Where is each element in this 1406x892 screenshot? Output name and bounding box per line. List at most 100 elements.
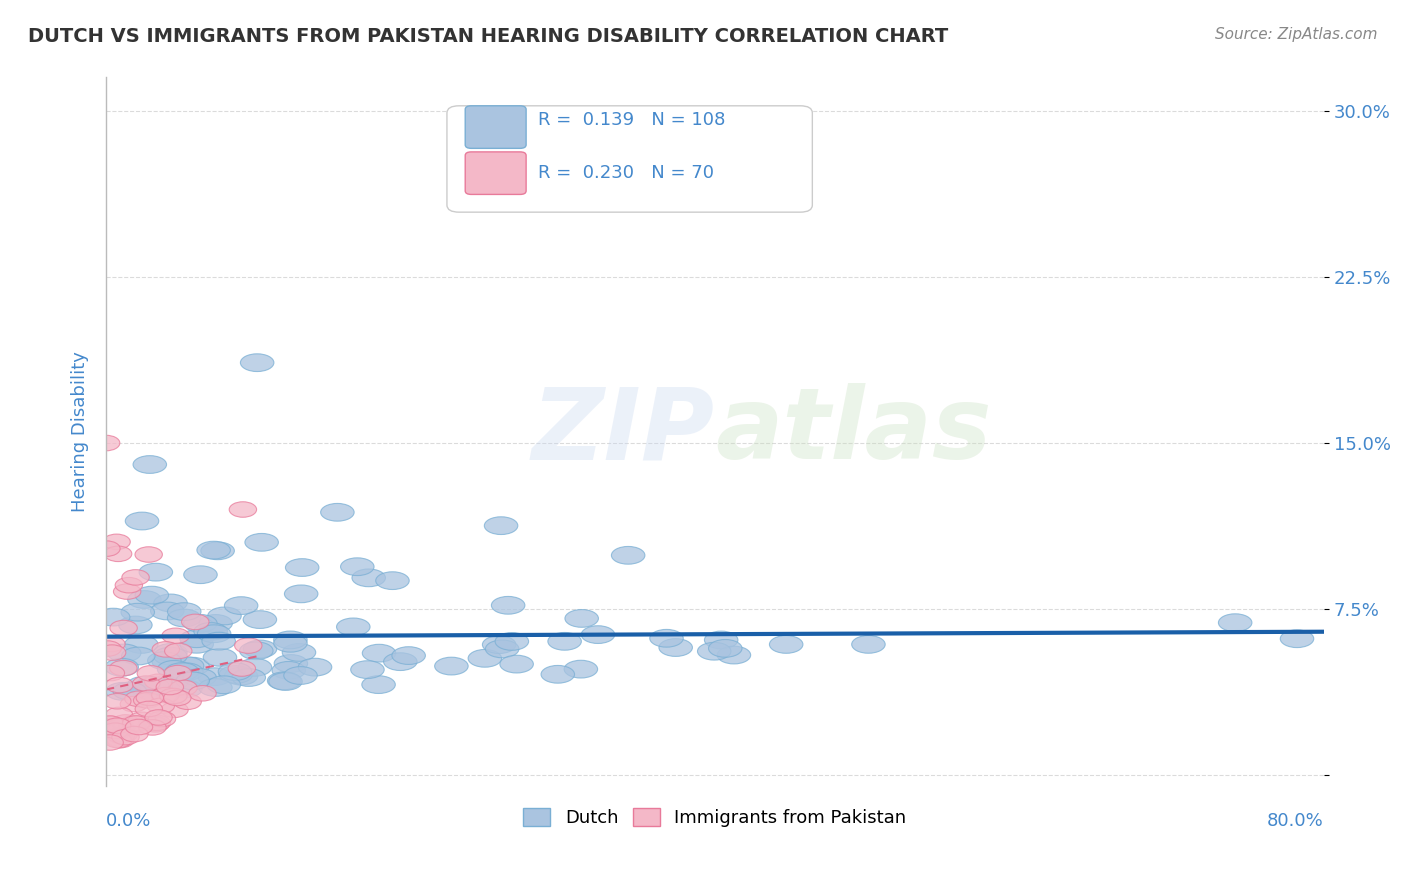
Ellipse shape xyxy=(152,641,180,657)
Ellipse shape xyxy=(118,616,152,634)
Ellipse shape xyxy=(107,644,141,662)
Ellipse shape xyxy=(565,609,599,627)
FancyBboxPatch shape xyxy=(465,152,526,194)
Ellipse shape xyxy=(495,632,529,650)
Ellipse shape xyxy=(225,597,257,615)
Ellipse shape xyxy=(1281,630,1313,648)
Ellipse shape xyxy=(336,618,370,636)
Ellipse shape xyxy=(153,648,187,665)
Ellipse shape xyxy=(482,636,516,654)
Ellipse shape xyxy=(104,718,131,733)
Ellipse shape xyxy=(162,628,190,643)
Ellipse shape xyxy=(110,727,138,742)
Ellipse shape xyxy=(361,676,395,693)
Ellipse shape xyxy=(176,672,209,690)
Ellipse shape xyxy=(283,643,316,661)
Ellipse shape xyxy=(112,682,146,700)
Ellipse shape xyxy=(232,669,266,686)
Ellipse shape xyxy=(201,542,235,559)
Ellipse shape xyxy=(274,655,308,673)
Ellipse shape xyxy=(271,662,305,679)
Ellipse shape xyxy=(94,640,121,657)
Ellipse shape xyxy=(245,533,278,551)
Ellipse shape xyxy=(204,648,236,666)
Ellipse shape xyxy=(392,647,426,665)
Ellipse shape xyxy=(468,649,502,667)
Ellipse shape xyxy=(160,702,188,717)
Ellipse shape xyxy=(110,620,138,636)
Ellipse shape xyxy=(150,602,184,620)
Text: 80.0%: 80.0% xyxy=(1267,813,1324,830)
Ellipse shape xyxy=(612,547,645,564)
Ellipse shape xyxy=(184,566,218,583)
Ellipse shape xyxy=(709,640,742,657)
Ellipse shape xyxy=(156,679,184,695)
Ellipse shape xyxy=(134,456,166,474)
Ellipse shape xyxy=(110,660,136,676)
Ellipse shape xyxy=(165,665,191,681)
Ellipse shape xyxy=(107,728,135,743)
Ellipse shape xyxy=(659,639,692,657)
Ellipse shape xyxy=(148,698,174,714)
Ellipse shape xyxy=(125,512,159,530)
Ellipse shape xyxy=(298,658,332,676)
Ellipse shape xyxy=(321,503,354,521)
Ellipse shape xyxy=(274,634,307,652)
Ellipse shape xyxy=(198,679,232,697)
Ellipse shape xyxy=(434,657,468,675)
Ellipse shape xyxy=(197,625,231,642)
Ellipse shape xyxy=(218,663,252,681)
Ellipse shape xyxy=(650,630,683,647)
Ellipse shape xyxy=(143,715,170,731)
Ellipse shape xyxy=(120,697,148,712)
Ellipse shape xyxy=(153,594,187,612)
Text: R =  0.230   N = 70: R = 0.230 N = 70 xyxy=(538,164,714,182)
Ellipse shape xyxy=(269,673,302,690)
Ellipse shape xyxy=(363,644,395,662)
Ellipse shape xyxy=(135,701,163,716)
Ellipse shape xyxy=(139,715,166,731)
Ellipse shape xyxy=(152,688,179,703)
Ellipse shape xyxy=(180,635,214,653)
Ellipse shape xyxy=(198,668,232,686)
Ellipse shape xyxy=(188,686,217,701)
Ellipse shape xyxy=(107,719,134,734)
Ellipse shape xyxy=(492,597,524,615)
Ellipse shape xyxy=(219,665,253,683)
Ellipse shape xyxy=(145,674,172,690)
Ellipse shape xyxy=(717,646,751,664)
Ellipse shape xyxy=(165,643,193,658)
Ellipse shape xyxy=(184,615,217,632)
Ellipse shape xyxy=(97,608,129,626)
Ellipse shape xyxy=(352,569,385,587)
Ellipse shape xyxy=(97,716,124,731)
Ellipse shape xyxy=(284,585,318,603)
Ellipse shape xyxy=(114,584,141,599)
Ellipse shape xyxy=(104,723,132,739)
Ellipse shape xyxy=(704,632,738,648)
Ellipse shape xyxy=(120,715,148,731)
Ellipse shape xyxy=(112,730,139,745)
Ellipse shape xyxy=(139,677,173,695)
Ellipse shape xyxy=(139,563,173,581)
Ellipse shape xyxy=(243,640,277,657)
Text: atlas: atlas xyxy=(714,384,991,481)
Ellipse shape xyxy=(118,718,146,734)
Ellipse shape xyxy=(107,732,134,747)
Ellipse shape xyxy=(167,609,201,627)
Ellipse shape xyxy=(103,534,131,549)
Ellipse shape xyxy=(267,672,301,690)
Ellipse shape xyxy=(284,666,318,684)
Ellipse shape xyxy=(769,636,803,653)
Ellipse shape xyxy=(134,680,166,698)
Ellipse shape xyxy=(198,615,232,632)
Ellipse shape xyxy=(285,558,319,576)
Ellipse shape xyxy=(240,354,274,372)
Ellipse shape xyxy=(384,653,418,671)
Ellipse shape xyxy=(238,658,271,676)
Ellipse shape xyxy=(541,665,575,683)
Ellipse shape xyxy=(697,642,731,660)
Ellipse shape xyxy=(160,689,187,704)
Ellipse shape xyxy=(93,435,120,450)
Ellipse shape xyxy=(93,541,120,557)
